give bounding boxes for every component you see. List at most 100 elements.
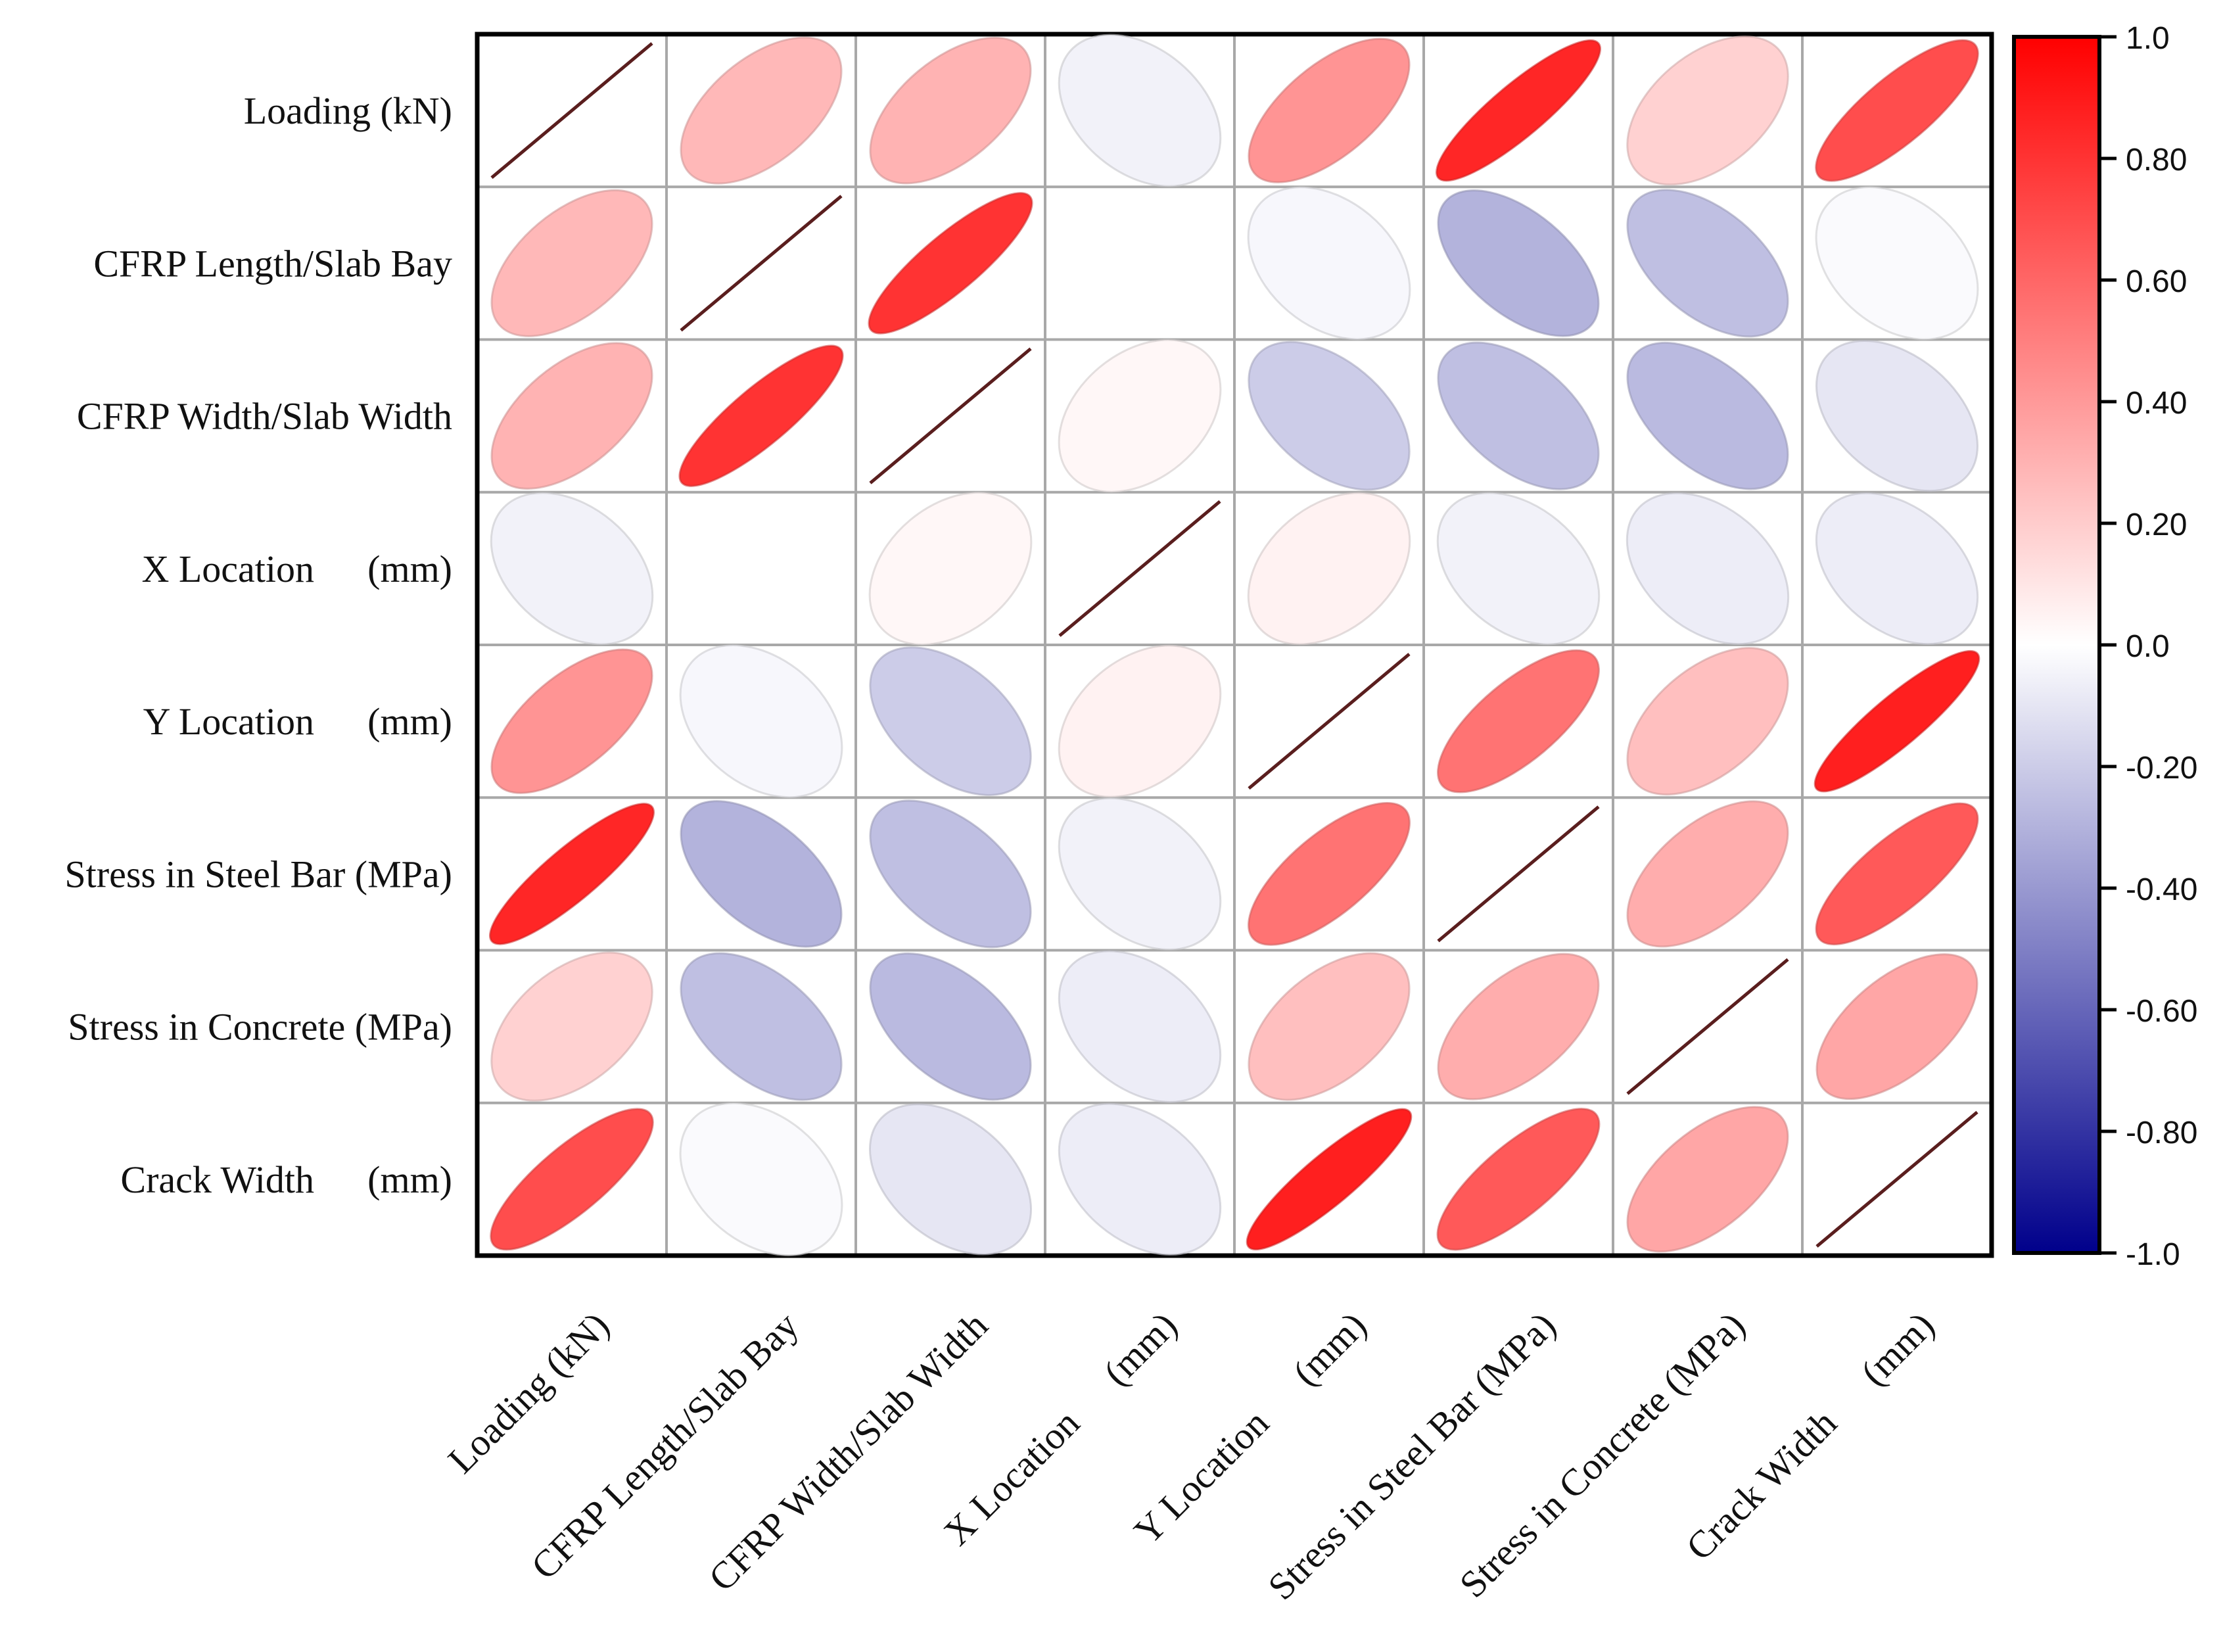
cell-ellipse-4-6 (1626, 647, 1789, 796)
cell-ellipse-6-1 (680, 952, 843, 1101)
cell-ellipse-0-7 (1815, 39, 1979, 182)
cell-ellipse-2-0 (490, 342, 653, 490)
colorbar: 1.0 0.80 0.60 0.40 0.20 0.0 -0.20 -0.40 -0.60 -0.… (2012, 21, 2197, 1272)
cell-ellipse-7-3 (1058, 1102, 1222, 1256)
diagonal-line-2 (869, 347, 1032, 484)
column-label-7: Crack Width (1677, 1402, 1844, 1569)
colorbar-tick-label-0: 1.0 (2126, 21, 2170, 56)
cell-ellipse-0-3 (1058, 34, 1222, 187)
cell-ellipse-0-6 (1626, 35, 1789, 186)
cell-ellipse-4-1 (679, 644, 843, 799)
cell-ellipse-3-2 (868, 491, 1033, 646)
row-label-unit-4: (mm) (367, 700, 452, 743)
cell-ellipse-5-6 (1626, 800, 1789, 948)
diagonal-line-5 (1437, 805, 1600, 943)
row-label-1: CFRP Length/Slab Bay (93, 242, 452, 285)
column-label-group-0: Loading (kN) (440, 1304, 617, 1481)
colorbar-tick-label-10: -1.0 (2126, 1237, 2180, 1272)
column-label-4: Y Location (1126, 1402, 1277, 1553)
row-label-unit-7: (mm) (367, 1158, 452, 1201)
cell-ellipse-0-2 (869, 36, 1032, 185)
cell-ellipse-1-6 (1626, 189, 1789, 338)
diagonal-line-7 (1815, 1110, 1978, 1248)
cell-ellipse-2-7 (1815, 339, 1979, 492)
cell-ellipse-7-0 (490, 1108, 654, 1251)
cell-ellipse-2-4 (1248, 341, 1411, 491)
colorbar-tick-label-9: -0.80 (2126, 1116, 2197, 1150)
row-label-0: Loading (kN) (244, 89, 452, 132)
cell-ellipse-6-2 (869, 952, 1032, 1101)
cell-ellipse-3-7 (1815, 492, 1979, 646)
cell-ellipse-7-4 (1246, 1108, 1413, 1251)
colorbar-tick-label-3: 0.40 (2126, 386, 2187, 421)
row-label-3: X Location (141, 548, 314, 590)
column-label-0: Loading (kN) (440, 1304, 617, 1481)
cell-ellipse-2-3 (1058, 339, 1222, 493)
cell-ellipse-4-0 (490, 648, 653, 794)
row-label-4: Y Location (143, 700, 314, 743)
cell-ellipse-6-3 (1058, 950, 1222, 1103)
cell-ellipse-3-0 (490, 492, 654, 646)
diagonal-line-1 (680, 195, 843, 332)
cell-ellipse-0-5 (1435, 39, 1602, 182)
cell-ellipse-3-6 (1626, 492, 1790, 646)
cell-ellipse-7-5 (1436, 1108, 1601, 1251)
colorbar-gradient (2012, 35, 2101, 1255)
cell-ellipse-1-7 (1815, 186, 1979, 341)
colorbar-tick-label-4: 0.20 (2126, 507, 2187, 542)
cell-ellipse-5-3 (1058, 797, 1222, 951)
row-label-5: Stress in Steel Bar (MPa) (64, 853, 452, 895)
cell-ellipse-5-4 (1248, 802, 1411, 946)
cell-ellipse-3-5 (1436, 492, 1601, 646)
cell-ellipse-0-4 (1248, 37, 1411, 183)
row-label-unit-3: (mm) (367, 548, 452, 590)
matrix-frame (475, 32, 1994, 1258)
cell-ellipse-3-4 (1247, 492, 1411, 646)
cell-ellipse-6-4 (1248, 952, 1411, 1101)
diagonal-line-4 (1248, 653, 1411, 790)
column-label-unit-4: (mm) (1284, 1304, 1374, 1394)
colorbar-tick-label-8: -0.60 (2126, 994, 2197, 1029)
cell-ellipse-1-4 (1247, 186, 1411, 341)
cell-ellipse-7-6 (1626, 1106, 1789, 1253)
cell-ellipse-7-1 (679, 1102, 843, 1257)
diagonal-line-3 (1058, 500, 1221, 637)
colorbar-tick-label-6: -0.20 (2126, 751, 2197, 786)
cell-ellipse-7-2 (868, 1103, 1033, 1256)
cell-ellipse-6-7 (1815, 953, 1978, 1100)
colorbar-tick-label-1: 0.80 (2126, 143, 2187, 177)
cell-ellipse-4-3 (1058, 644, 1222, 798)
column-label-3: X Location (935, 1402, 1088, 1554)
cell-ellipse-2-5 (1437, 341, 1600, 490)
column-label-unit-7: (mm) (1852, 1304, 1942, 1394)
cell-ellipse-1-2 (868, 192, 1033, 335)
cell-ellipse-5-0 (488, 803, 655, 945)
row-label-7: Crack Width (120, 1158, 314, 1201)
cell-ellipse-1-5 (1437, 189, 1600, 337)
matrix-cells (488, 34, 1980, 1257)
colorbar-tick-label-7: -0.40 (2126, 872, 2197, 907)
column-label-unit-3: (mm) (1095, 1304, 1185, 1394)
colorbar-tick-label-5: 0.0 (2126, 629, 2170, 664)
cell-ellipse-0-1 (680, 36, 843, 185)
cell-ellipse-4-7 (1814, 649, 1980, 793)
cell-ellipse-6-5 (1437, 953, 1600, 1100)
colorbar-tick-label-2: 0.60 (2126, 264, 2187, 299)
cell-ellipse-2-6 (1626, 341, 1789, 490)
row-labels: Loading (kN) CFRP Length/Slab Bay CFRP Wid… (64, 89, 452, 1201)
diagonal-line-6 (1626, 958, 1789, 1095)
cell-ellipse-2-1 (678, 344, 844, 487)
cell-ellipse-5-2 (869, 799, 1032, 949)
cell-ellipse-6-0 (490, 951, 653, 1102)
cell-ellipse-4-2 (869, 646, 1032, 796)
matrix-grid (475, 32, 1994, 1258)
row-label-2: CFRP Width/Slab Width (77, 395, 452, 438)
row-label-6: Stress in Concrete (MPa) (68, 1006, 452, 1049)
cell-ellipse-5-7 (1815, 802, 1979, 946)
diagonal-line-0 (490, 42, 653, 179)
cell-ellipse-5-1 (680, 800, 843, 948)
cell-ellipse-4-5 (1437, 649, 1600, 793)
cell-ellipse-1-0 (490, 189, 653, 337)
